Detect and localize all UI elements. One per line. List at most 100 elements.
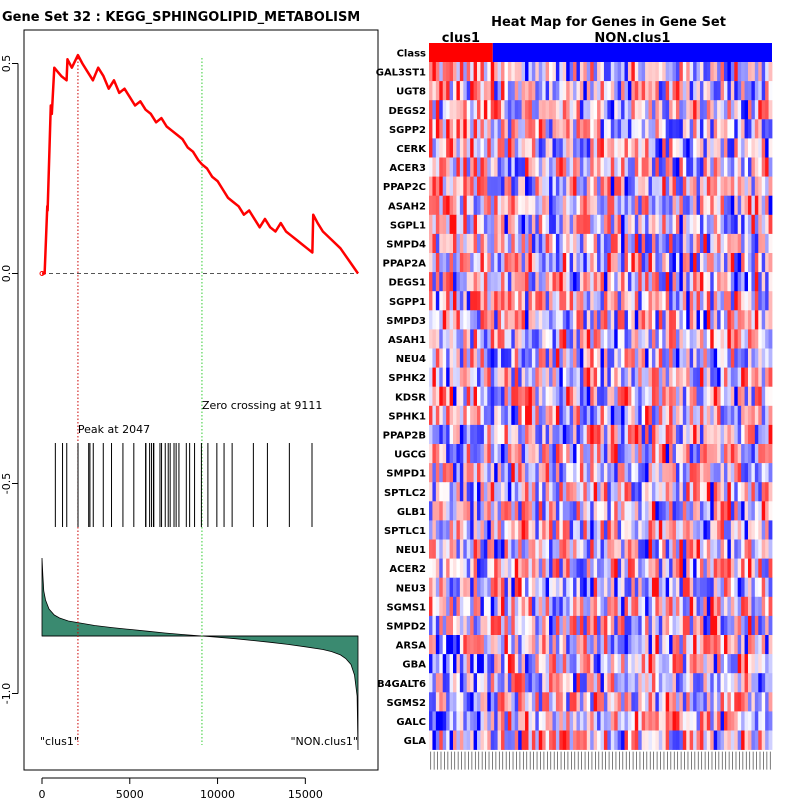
- heatmap-cell: [737, 501, 742, 521]
- heatmap-cell: [662, 348, 667, 368]
- heatmap-cell: [473, 539, 478, 559]
- heatmap-cell: [586, 157, 591, 177]
- heatmap-cell: [723, 463, 728, 483]
- heatmap-cell: [456, 711, 461, 731]
- heatmap-cell: [765, 558, 769, 578]
- heatmap-cell: [501, 501, 505, 521]
- heatmap-cell: [459, 233, 464, 254]
- heatmap-cell: [514, 405, 519, 426]
- heatmap-cell: [569, 482, 574, 502]
- heatmap-cell: [655, 558, 660, 578]
- heatmap-cell: [689, 501, 694, 521]
- heatmap-cell: [569, 348, 574, 368]
- heatmap-cell: [603, 424, 608, 445]
- heatmap-cell: [435, 367, 440, 387]
- heatmap-cell: [432, 157, 437, 177]
- heatmap-cell: [562, 730, 567, 750]
- heatmap-cell: [435, 176, 440, 196]
- heatmap-cell: [699, 195, 704, 216]
- heatmap-cell: [593, 520, 598, 540]
- heatmap-cell: [456, 482, 461, 502]
- heatmap-cell: [737, 386, 742, 407]
- heatmap-cell: [573, 214, 577, 235]
- heatmap-cell: [573, 577, 577, 598]
- heatmap-cell: [552, 673, 557, 693]
- heatmap-cell: [576, 501, 581, 521]
- heatmap-cell: [665, 501, 670, 521]
- heatmap-cell: [741, 692, 745, 712]
- heatmap-cell: [658, 138, 663, 158]
- heatmap-cell: [689, 405, 694, 426]
- heatmap-cell: [473, 577, 478, 598]
- heatmap-cell: [703, 463, 708, 483]
- heatmap-cell: [446, 463, 450, 483]
- heatmap-cell: [490, 138, 495, 158]
- heatmap-cell: [727, 253, 732, 273]
- heatmap-cell: [542, 482, 547, 502]
- heatmap-cell: [525, 176, 529, 196]
- heatmap-cell: [466, 138, 471, 158]
- heatmap-cell: [525, 348, 529, 368]
- heatmap-cell: [641, 577, 646, 598]
- heatmap-cell: [538, 673, 543, 693]
- heatmap-cell: [535, 615, 540, 636]
- heatmap-cell: [511, 444, 516, 464]
- heatmap-cell: [631, 615, 636, 636]
- heatmap-cell: [658, 367, 663, 387]
- heatmap-cell: [432, 138, 437, 158]
- heatmap-cell: [758, 367, 763, 387]
- heatmap-cell: [439, 711, 444, 731]
- heatmap-cell: [501, 654, 505, 674]
- heatmap-cell: [679, 711, 684, 731]
- heatmap-cell: [483, 711, 488, 731]
- heatmap-cell: [744, 692, 749, 712]
- y-tick-label: -0.5: [0, 473, 13, 494]
- heatmap-cell: [651, 81, 656, 101]
- heatmap-cell: [453, 520, 457, 540]
- heatmap-cell: [576, 615, 581, 636]
- heatmap-cell: [531, 692, 536, 712]
- heatmap-cell: [514, 692, 519, 712]
- heatmap-cell: [521, 329, 526, 349]
- heatmap-cell: [576, 692, 581, 712]
- heatmap-cell: [446, 654, 450, 674]
- heatmap-cell: [435, 711, 440, 731]
- heatmap-cell: [741, 367, 745, 387]
- heatmap-cell: [480, 501, 485, 521]
- heatmap-cell: [559, 272, 564, 292]
- heatmap-cell: [477, 405, 481, 426]
- heatmap-cell: [552, 386, 557, 407]
- heatmap-cell: [641, 310, 646, 330]
- heatmap-cell: [446, 310, 450, 330]
- heatmap-cell: [751, 501, 756, 521]
- heatmap-cell: [463, 596, 468, 617]
- heatmap-cell: [614, 367, 619, 387]
- heatmap-cell: [573, 62, 577, 82]
- heatmap-cell: [669, 233, 673, 254]
- heatmap-cell: [542, 558, 547, 578]
- heatmap-cell: [600, 195, 605, 216]
- heatmap-cell: [538, 405, 543, 426]
- heatmap-cell: [751, 310, 756, 330]
- heatmap-cell: [535, 635, 540, 655]
- heatmap-cell: [734, 195, 739, 216]
- heatmap-cell: [699, 176, 704, 196]
- heatmap-cell: [621, 119, 625, 139]
- heatmap-cell: [768, 482, 773, 502]
- heatmap-cell: [603, 195, 608, 216]
- heatmap-cell: [607, 291, 612, 311]
- heatmap-cell: [504, 62, 509, 82]
- heatmap-cell: [576, 195, 581, 216]
- heatmap-cell: [744, 596, 749, 617]
- heatmap-cell: [573, 100, 577, 120]
- heatmap-cell: [449, 272, 454, 292]
- heatmap-cell: [507, 539, 512, 559]
- heatmap-cell: [758, 100, 763, 120]
- heatmap-cell: [525, 482, 529, 502]
- heatmap-cell: [535, 711, 540, 731]
- heatmap-cell: [621, 520, 625, 540]
- heatmap-cell: [634, 673, 639, 693]
- heatmap-cell: [552, 214, 557, 235]
- heatmap-cell: [439, 596, 444, 617]
- heatmap-cell: [439, 272, 444, 292]
